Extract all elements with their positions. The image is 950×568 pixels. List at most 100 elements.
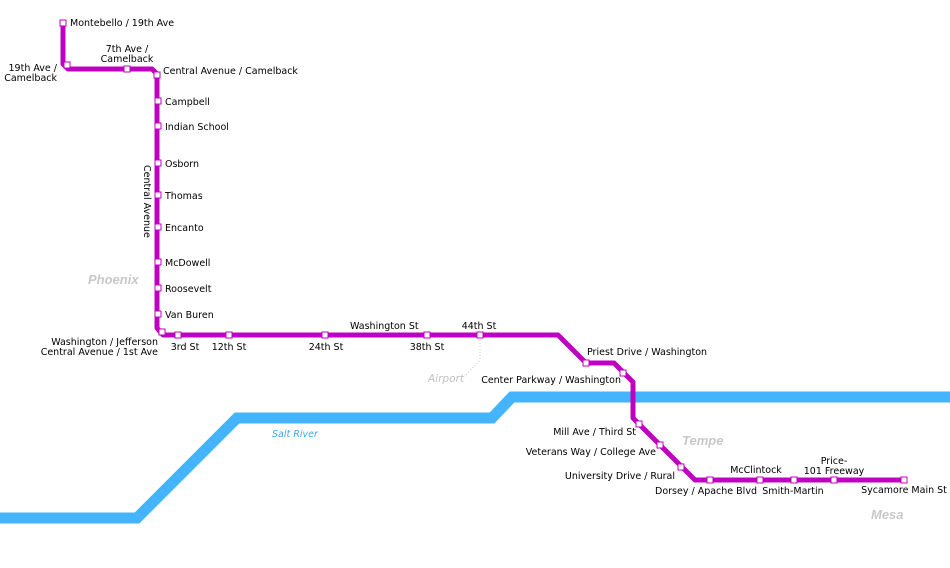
salt-river-label: Salt River bbox=[272, 429, 319, 440]
station[interactable]: 44th St bbox=[462, 321, 497, 339]
station-label: 38th St bbox=[410, 342, 445, 353]
station-marker[interactable] bbox=[59, 19, 67, 27]
station[interactable]: Smith-Martin bbox=[762, 476, 824, 497]
station-label: Van Buren bbox=[165, 310, 214, 321]
station-marker[interactable] bbox=[153, 71, 161, 79]
station-label: McClintock bbox=[730, 465, 782, 476]
station[interactable]: Center Parkway / Washington bbox=[481, 369, 627, 386]
station-marker[interactable] bbox=[225, 331, 233, 339]
station-marker[interactable] bbox=[154, 191, 162, 199]
station-label: Veterans Way / College Ave bbox=[526, 447, 656, 458]
station-label: Central Avenue / Camelback bbox=[163, 66, 298, 77]
station-label: Camelback bbox=[101, 54, 154, 65]
station-marker[interactable] bbox=[154, 223, 162, 231]
station[interactable]: McClintock bbox=[730, 465, 782, 484]
station-marker[interactable] bbox=[154, 159, 162, 167]
station-label: University Drive / Rural bbox=[565, 471, 675, 482]
station-marker[interactable] bbox=[476, 331, 484, 339]
station-marker[interactable] bbox=[656, 441, 664, 449]
station-marker[interactable] bbox=[321, 331, 329, 339]
station[interactable]: Priest Drive / Washington bbox=[582, 347, 707, 367]
station[interactable]: Campbell bbox=[154, 97, 210, 108]
airport-connector bbox=[464, 337, 481, 377]
station-label: 19th Ave / bbox=[9, 63, 58, 74]
station-marker[interactable] bbox=[830, 476, 838, 484]
station-marker[interactable] bbox=[582, 359, 590, 367]
station-marker[interactable] bbox=[790, 476, 798, 484]
station-marker[interactable] bbox=[158, 328, 166, 336]
station-marker[interactable] bbox=[677, 463, 685, 471]
station-marker[interactable] bbox=[154, 97, 162, 105]
area-label-tempe: Tempe bbox=[682, 433, 723, 448]
station[interactable]: Price-101 Freeway bbox=[804, 456, 865, 484]
station[interactable]: Mill Ave / Third St bbox=[553, 420, 643, 438]
station-marker[interactable] bbox=[154, 310, 162, 318]
station[interactable]: Thomas bbox=[154, 191, 203, 202]
station[interactable]: Central Avenue / Camelback bbox=[153, 66, 298, 79]
station[interactable]: Veterans Way / College Ave bbox=[526, 441, 664, 458]
station[interactable]: 12th St bbox=[212, 331, 247, 353]
street-label-central-avenue: Central Avenue bbox=[141, 165, 152, 238]
station-label: Center Parkway / Washington bbox=[481, 375, 621, 386]
salt-river bbox=[0, 391, 950, 524]
station[interactable]: 7th Ave /Camelback bbox=[101, 44, 154, 73]
station[interactable]: Osborn bbox=[154, 159, 199, 170]
station-marker[interactable] bbox=[154, 258, 162, 266]
station[interactable]: Van Buren bbox=[154, 310, 214, 321]
station-label: 3rd St bbox=[171, 342, 200, 353]
station-label: Montebello / 19th Ave bbox=[70, 18, 174, 29]
station-label: Roosevelt bbox=[165, 284, 212, 295]
station[interactable]: McDowell bbox=[154, 258, 210, 269]
station-marker[interactable] bbox=[154, 122, 162, 130]
station[interactable]: Indian School bbox=[154, 122, 229, 133]
station[interactable]: Roosevelt bbox=[154, 284, 212, 295]
station-label: Priest Drive / Washington bbox=[587, 347, 707, 358]
station[interactable]: University Drive / Rural bbox=[565, 463, 685, 482]
station-label: Thomas bbox=[164, 191, 203, 202]
station[interactable]: Dorsey / Apache Blvd bbox=[655, 476, 757, 497]
station[interactable]: Sycamore Main St bbox=[861, 476, 947, 496]
station-label: 12th St bbox=[212, 342, 247, 353]
station[interactable]: 24th St bbox=[309, 331, 344, 353]
airport-label: Airport bbox=[427, 373, 465, 385]
station-label: 7th Ave / bbox=[106, 44, 149, 55]
station-label: 101 Freeway bbox=[804, 466, 865, 477]
station-label: Camelback bbox=[4, 73, 57, 84]
station-label: 44th St bbox=[462, 321, 497, 332]
station-label: Encanto bbox=[165, 223, 204, 234]
station[interactable]: Montebello / 19th Ave bbox=[59, 18, 174, 29]
station-label: Central Avenue / 1st Ave bbox=[41, 347, 158, 358]
station[interactable]: 3rd St bbox=[171, 331, 200, 353]
station-label: Indian School bbox=[165, 122, 229, 133]
street-label-washington-st: Washington St bbox=[350, 321, 419, 332]
area-label-phoenix: Phoenix bbox=[88, 272, 139, 287]
station-marker[interactable] bbox=[706, 476, 714, 484]
station-label: Price- bbox=[821, 456, 848, 467]
station-label: McDowell bbox=[165, 258, 210, 269]
area-label-mesa: Mesa bbox=[871, 507, 904, 522]
station[interactable]: Encanto bbox=[154, 223, 204, 234]
station-marker[interactable] bbox=[123, 65, 131, 73]
station[interactable]: 19th Ave /Camelback bbox=[4, 61, 71, 84]
station-marker[interactable] bbox=[174, 331, 182, 339]
rail-line bbox=[60, 23, 904, 483]
station-label: Smith-Martin bbox=[762, 486, 823, 497]
station[interactable]: 38th St bbox=[410, 331, 445, 353]
station-label: Campbell bbox=[165, 97, 210, 108]
station-marker[interactable] bbox=[63, 61, 71, 69]
station-marker[interactable] bbox=[900, 476, 908, 484]
station-label: Sycamore Main St bbox=[861, 485, 947, 496]
station-marker[interactable] bbox=[756, 476, 764, 484]
station-marker[interactable] bbox=[423, 331, 431, 339]
station-marker[interactable] bbox=[154, 284, 162, 292]
station-label: Mill Ave / Third St bbox=[553, 427, 636, 438]
station-label: Washington / Jefferson bbox=[51, 337, 158, 348]
station-marker[interactable] bbox=[635, 420, 643, 428]
station-label: Osborn bbox=[165, 159, 199, 170]
station-marker[interactable] bbox=[619, 369, 627, 377]
station-label: 24th St bbox=[309, 342, 344, 353]
station-label: Dorsey / Apache Blvd bbox=[655, 486, 757, 497]
